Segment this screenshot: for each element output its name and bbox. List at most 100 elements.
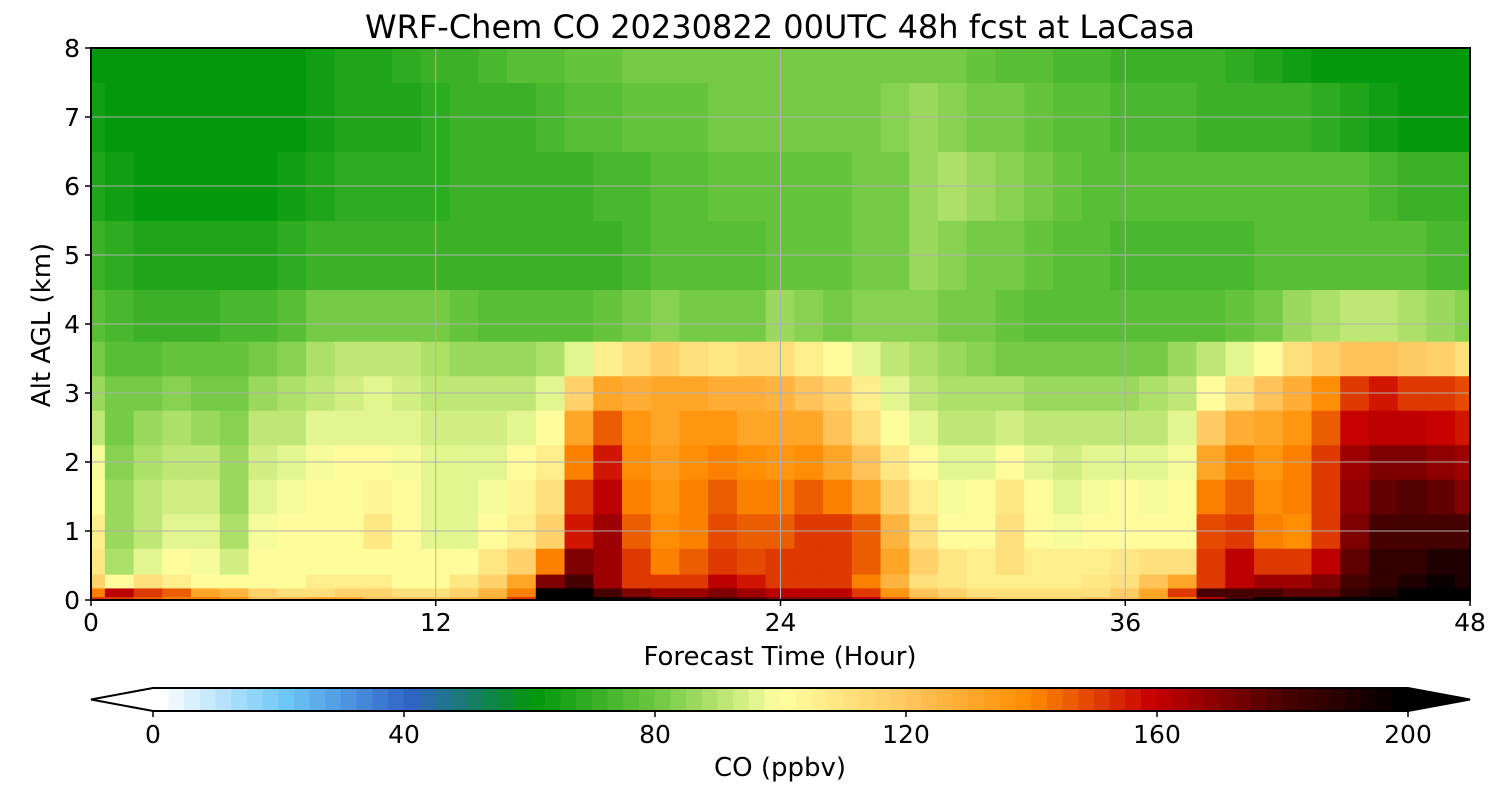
co-cell: [1052, 547, 1083, 575]
co-cell: [1024, 547, 1054, 575]
co-cell: [564, 409, 595, 446]
colorbar-level: [278, 688, 295, 711]
co-cell: [219, 340, 250, 377]
co-cell: [1167, 289, 1198, 342]
co-cell: [219, 48, 250, 83]
co-cell: [334, 478, 365, 515]
co-cell: [133, 340, 164, 377]
co-cell: [1426, 478, 1457, 515]
co-cell: [736, 547, 767, 575]
co-cell: [1340, 409, 1370, 446]
co-cell: [794, 289, 825, 342]
co-cell: [1455, 547, 1470, 575]
co-cell: [162, 409, 193, 446]
co-cell: [1368, 547, 1399, 575]
co-cell: [736, 478, 767, 515]
co-cell: [1282, 289, 1313, 342]
colorbar-level: [544, 688, 562, 711]
colorbar-level: [686, 688, 703, 711]
co-cell: [219, 573, 250, 589]
co-cell: [1196, 289, 1227, 342]
colorbar-level: [435, 688, 452, 711]
co-cell: [507, 587, 537, 598]
co-cell: [277, 409, 307, 446]
colorbar-level: [1093, 688, 1111, 711]
co-cell: [1225, 587, 1256, 598]
co-cell: [564, 289, 595, 342]
co-cell: [1167, 573, 1198, 589]
co-cell: [133, 289, 164, 342]
co-cell: [1368, 478, 1399, 515]
colorbar-label: CO (ppbv): [714, 753, 846, 783]
co-cell: [938, 596, 968, 600]
colorbar-level: [388, 688, 405, 711]
co-cell: [91, 478, 106, 515]
co-cell: [880, 587, 911, 598]
co-cell: [1196, 48, 1227, 83]
co-cell: [650, 478, 681, 515]
co-cell: [593, 289, 623, 342]
co-cell: [507, 289, 537, 342]
co-cell: [334, 587, 365, 598]
co-cell: [104, 340, 135, 377]
co-cell: [736, 573, 767, 589]
co-cell: [1052, 587, 1083, 598]
co-cell: [449, 409, 480, 446]
co-cell: [1397, 340, 1428, 377]
y-tick-label: 8: [64, 34, 80, 63]
colorbar-level: [1046, 688, 1064, 711]
co-cell: [1052, 48, 1083, 83]
co-cell: [162, 478, 193, 515]
co-cell: [507, 478, 537, 515]
y-tick-label: 1: [64, 517, 80, 546]
co-cell: [191, 596, 221, 600]
co-cell: [248, 587, 279, 598]
co-cell: [851, 48, 882, 83]
co-cell: [1426, 340, 1457, 377]
colorbar-level: [1219, 688, 1236, 711]
co-cell: [1455, 48, 1470, 83]
co-cell: [938, 409, 968, 446]
co-cell: [1455, 409, 1470, 446]
co-cell: [363, 289, 394, 342]
co-cell: [535, 48, 566, 83]
co-cell: [966, 587, 997, 598]
co-cell: [1340, 48, 1370, 83]
co-cell: [478, 289, 509, 342]
co-cell: [1196, 596, 1227, 600]
co-cell: [679, 547, 710, 575]
co-cell: [621, 547, 652, 575]
co-cell: [91, 340, 106, 377]
co-cell: [1397, 409, 1428, 446]
colorbar-level: [246, 688, 264, 711]
y-tick-label: 2: [64, 448, 80, 477]
co-cell: [564, 587, 595, 598]
colorbar-level: [1266, 688, 1283, 711]
co-cell: [1311, 340, 1342, 377]
co-cell: [1225, 596, 1256, 600]
co-cell: [277, 573, 307, 589]
co-cell: [851, 409, 882, 446]
co-cell: [1340, 573, 1370, 589]
co-cell: [1052, 340, 1083, 377]
co-cell: [564, 573, 595, 589]
co-cell: [104, 48, 135, 83]
co-cell: [794, 573, 825, 589]
co-cell: [535, 478, 566, 515]
co-cell: [1254, 547, 1284, 575]
co-cell: [1340, 289, 1370, 342]
co-cell: [794, 478, 825, 515]
co-cell: [1052, 289, 1083, 342]
co-cell: [1139, 289, 1169, 342]
co-cell: [736, 409, 767, 446]
co-cell: [708, 289, 738, 342]
co-cell: [995, 596, 1026, 600]
colorbar-tick-label: 40: [388, 720, 420, 749]
co-cell: [966, 289, 997, 342]
co-cell: [679, 289, 710, 342]
co-cell: [535, 289, 566, 342]
co-cell: [1225, 547, 1256, 575]
co-cell: [1426, 596, 1457, 600]
y-tick-label: 3: [64, 379, 80, 408]
x-tick-label: 36: [1109, 608, 1141, 637]
